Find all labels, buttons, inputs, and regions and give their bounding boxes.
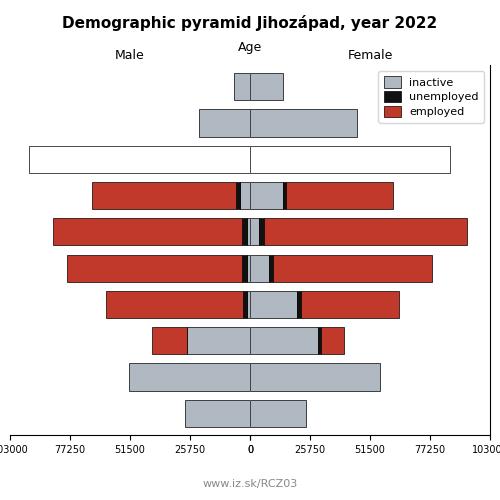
Bar: [250, 146, 450, 173]
Bar: [243, 291, 246, 318]
Text: Demographic pyramid Jihozápad, year 2022: Demographic pyramid Jihozápad, year 2022: [62, 15, 438, 31]
Bar: [187, 327, 250, 354]
Bar: [250, 182, 282, 209]
Bar: [53, 218, 242, 246]
Bar: [250, 254, 268, 281]
Bar: [67, 254, 242, 281]
Bar: [234, 73, 250, 101]
Bar: [268, 254, 274, 281]
Bar: [198, 110, 250, 136]
Bar: [296, 291, 302, 318]
Bar: [302, 291, 399, 318]
Text: Age: Age: [238, 41, 262, 54]
Bar: [92, 182, 236, 209]
Bar: [282, 182, 286, 209]
Bar: [264, 218, 466, 246]
Bar: [318, 327, 321, 354]
Bar: [246, 218, 250, 246]
Bar: [250, 73, 282, 101]
Bar: [240, 182, 250, 209]
Bar: [28, 146, 250, 173]
Bar: [250, 400, 306, 427]
Title: Male: Male: [115, 50, 145, 62]
Bar: [246, 254, 250, 281]
Text: 45: 45: [252, 227, 266, 237]
Bar: [250, 364, 380, 390]
Text: 0: 0: [252, 408, 260, 418]
Text: 25: 25: [252, 300, 266, 310]
Bar: [236, 182, 240, 209]
Text: 5: 5: [252, 372, 260, 382]
Bar: [242, 218, 246, 246]
Bar: [250, 291, 296, 318]
Bar: [274, 254, 432, 281]
Bar: [260, 218, 264, 246]
Bar: [246, 291, 250, 318]
Text: www.iz.sk/RCZ03: www.iz.sk/RCZ03: [202, 480, 298, 490]
Text: 15: 15: [252, 336, 266, 345]
Bar: [106, 291, 243, 318]
Bar: [321, 327, 344, 354]
Bar: [286, 182, 394, 209]
Text: 55: 55: [252, 190, 266, 200]
Text: 65: 65: [252, 154, 266, 164]
Bar: [129, 364, 250, 390]
Title: Female: Female: [348, 50, 393, 62]
Bar: [250, 218, 260, 246]
Text: 35: 35: [252, 263, 266, 273]
Bar: [250, 327, 318, 354]
Bar: [242, 254, 246, 281]
Bar: [185, 400, 250, 427]
Bar: [152, 327, 187, 354]
Bar: [250, 110, 357, 136]
Legend: inactive, unemployed, employed: inactive, unemployed, employed: [378, 70, 484, 122]
Text: 85: 85: [252, 82, 266, 92]
Text: 75: 75: [252, 118, 266, 128]
